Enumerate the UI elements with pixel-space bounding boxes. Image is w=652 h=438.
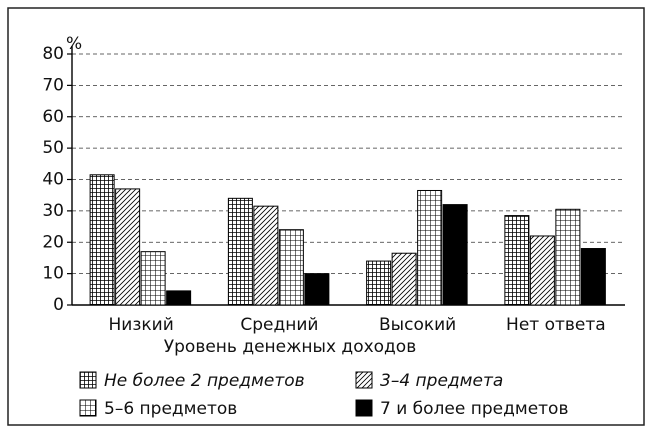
- y-tick-label: 70: [42, 75, 64, 95]
- y-tick-label: 40: [42, 170, 64, 190]
- y-tick-label: 80: [42, 44, 64, 64]
- x-tick-label: Низкий: [109, 315, 174, 335]
- legend-swatch: [355, 371, 373, 389]
- bar: [504, 215, 530, 306]
- y-tick-label: 10: [42, 264, 64, 284]
- bar: [442, 204, 468, 306]
- x-tick-label: Средний: [240, 315, 318, 335]
- legend-label: Не более 2 предметов: [104, 371, 305, 391]
- bar: [555, 208, 581, 306]
- bar: [391, 252, 417, 306]
- legend-label: 5–6 предметов: [104, 399, 237, 419]
- bar: [115, 188, 141, 306]
- legend-swatch: [79, 371, 97, 389]
- y-tick-label: 0: [53, 295, 64, 315]
- x-tick-label: Нет ответа: [506, 315, 606, 335]
- bar: [580, 248, 606, 306]
- x-tick-label: Высокий: [379, 315, 456, 335]
- bar: [417, 189, 443, 306]
- bar: [253, 205, 279, 306]
- frame: [7, 7, 645, 426]
- y-tick-label: 50: [42, 138, 64, 158]
- legend-label: 3–4 предмета: [380, 371, 503, 391]
- y-unit: %: [66, 34, 82, 54]
- bar: [278, 229, 304, 306]
- y-tick-label: 60: [42, 107, 64, 127]
- legend-swatch: [355, 399, 373, 417]
- y-tick-label: 30: [42, 201, 64, 221]
- bar: [166, 290, 192, 306]
- bar: [227, 197, 253, 306]
- bar: [140, 251, 166, 306]
- bar: [304, 273, 330, 306]
- legend-label: 7 и более предметов: [380, 399, 568, 419]
- y-tick-label: 20: [42, 232, 64, 252]
- bar: [529, 235, 555, 306]
- x-axis-label: Уровень денежных доходов: [164, 337, 416, 357]
- bar: [366, 260, 392, 306]
- bar: [89, 174, 115, 306]
- legend-swatch: [79, 399, 97, 417]
